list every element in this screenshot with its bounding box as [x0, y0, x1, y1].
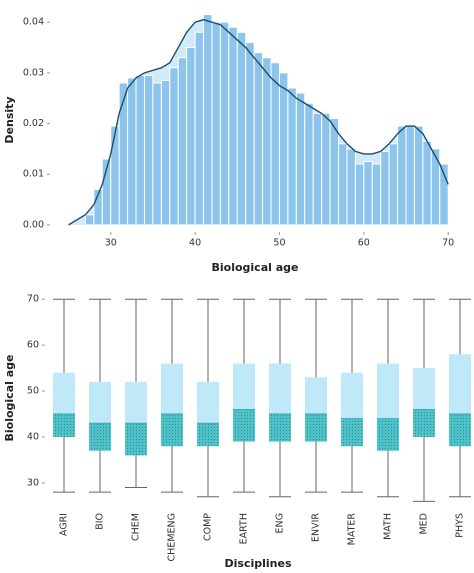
histogram-bar [329, 117, 340, 226]
box-upper [449, 354, 471, 415]
x-tick-label: MATER [347, 513, 358, 546]
histogram-bar [228, 26, 238, 226]
x-tick-label: 40 [189, 238, 201, 249]
histogram-bar [211, 21, 221, 226]
histogram-bar [84, 214, 95, 226]
histogram-bar [118, 82, 129, 226]
box-upper [89, 381, 111, 424]
histogram-bar [143, 74, 154, 226]
box-upper [197, 381, 219, 424]
box-lower-texture [89, 423, 111, 451]
y-tick-label: 70 [27, 294, 39, 305]
histogram-bar [219, 21, 230, 226]
y-tick-label: 30 [27, 477, 39, 488]
histogram-bar [413, 125, 424, 226]
box-upper [413, 368, 435, 410]
histogram-bar [177, 57, 188, 226]
histogram-bar [152, 82, 162, 226]
histogram-bar [405, 125, 415, 226]
x-tick-label: MATH [383, 513, 394, 540]
histogram-bar [371, 163, 382, 226]
x-tick-label: PHYS [455, 513, 466, 538]
box-lower-texture [53, 414, 75, 438]
histogram-bar [135, 74, 145, 226]
box-lower-texture [377, 418, 399, 451]
box-lower-texture [161, 414, 183, 447]
histogram-bar [245, 41, 255, 226]
y-axis-label: Biological age [3, 355, 16, 442]
y-tick-label: 0.00 [23, 219, 44, 230]
y-tick-label: 50 [27, 386, 39, 397]
y-tick-label: 0.03 [23, 67, 44, 78]
x-tick-label: CHEM [131, 513, 142, 541]
box-lower-texture [197, 423, 219, 447]
x-tick-label: MED [419, 513, 430, 535]
x-tick-label: 60 [358, 238, 370, 249]
x-axis-label: Disciplines [225, 557, 292, 570]
box-lower-texture [125, 423, 147, 456]
histogram-bar [304, 102, 314, 226]
y-tick-label: 60 [27, 340, 39, 351]
x-axis-label: Biological age [212, 261, 299, 274]
y-tick-label: 0.01 [23, 169, 44, 180]
histogram-bar [127, 77, 137, 226]
histogram-bar [236, 31, 247, 226]
y-axis-label: Density [3, 96, 16, 143]
histogram-bar [321, 112, 331, 226]
box-upper [161, 363, 183, 415]
histogram-bar [439, 163, 449, 226]
histogram-bar [160, 79, 171, 226]
box-lower-texture [449, 414, 471, 447]
box-lower-texture [233, 409, 255, 442]
histogram-bar [363, 161, 373, 226]
box-upper [125, 381, 147, 424]
box-upper [341, 372, 363, 419]
x-tick-label: BIO [95, 513, 106, 530]
histogram-bar [169, 67, 179, 226]
histogram-bar [346, 148, 356, 226]
x-tick-label: 30 [105, 238, 117, 249]
histogram-bar [110, 125, 120, 226]
histogram-bar [203, 14, 213, 226]
x-tick-label: ENG [275, 513, 286, 533]
histogram-bar [430, 148, 441, 226]
histogram-bar [295, 92, 306, 226]
box-lower-texture [269, 414, 291, 442]
histogram-bar [312, 112, 323, 226]
histogram-bar [186, 47, 196, 226]
x-tick-label: AGRI [59, 513, 70, 536]
histogram-bar [422, 140, 432, 226]
histogram-bar [388, 143, 399, 226]
x-tick-label: 50 [273, 238, 285, 249]
histogram-bar [278, 72, 289, 226]
histogram-bar [253, 52, 264, 226]
histogram-bar [270, 62, 280, 226]
x-tick-label: ENVIR [311, 513, 322, 542]
box-lower-texture [413, 409, 435, 438]
y-tick-label: 40 [27, 432, 39, 443]
x-tick-label: EARTH [239, 513, 250, 544]
x-tick-label: CHEMENG [167, 513, 178, 561]
histogram-bar [338, 143, 348, 226]
histogram-bar [262, 57, 272, 226]
y-tick-label: 0.02 [23, 118, 44, 129]
histogram-bar [380, 150, 390, 226]
box-upper [53, 372, 75, 415]
histogram-bar [287, 87, 297, 226]
histogram-bar [397, 125, 407, 226]
histogram-bar [354, 163, 365, 226]
x-tick-label: 70 [442, 238, 454, 249]
y-tick-label: 0.04 [23, 17, 44, 28]
box-upper [305, 377, 327, 415]
density-line [68, 18, 449, 226]
x-tick-label: COMP [203, 513, 214, 541]
histogram-bar [194, 31, 205, 226]
box-upper [269, 363, 291, 415]
box-lower-texture [305, 414, 327, 442]
box-upper [377, 363, 399, 419]
box-upper [233, 363, 255, 410]
box-lower-texture [341, 418, 363, 447]
